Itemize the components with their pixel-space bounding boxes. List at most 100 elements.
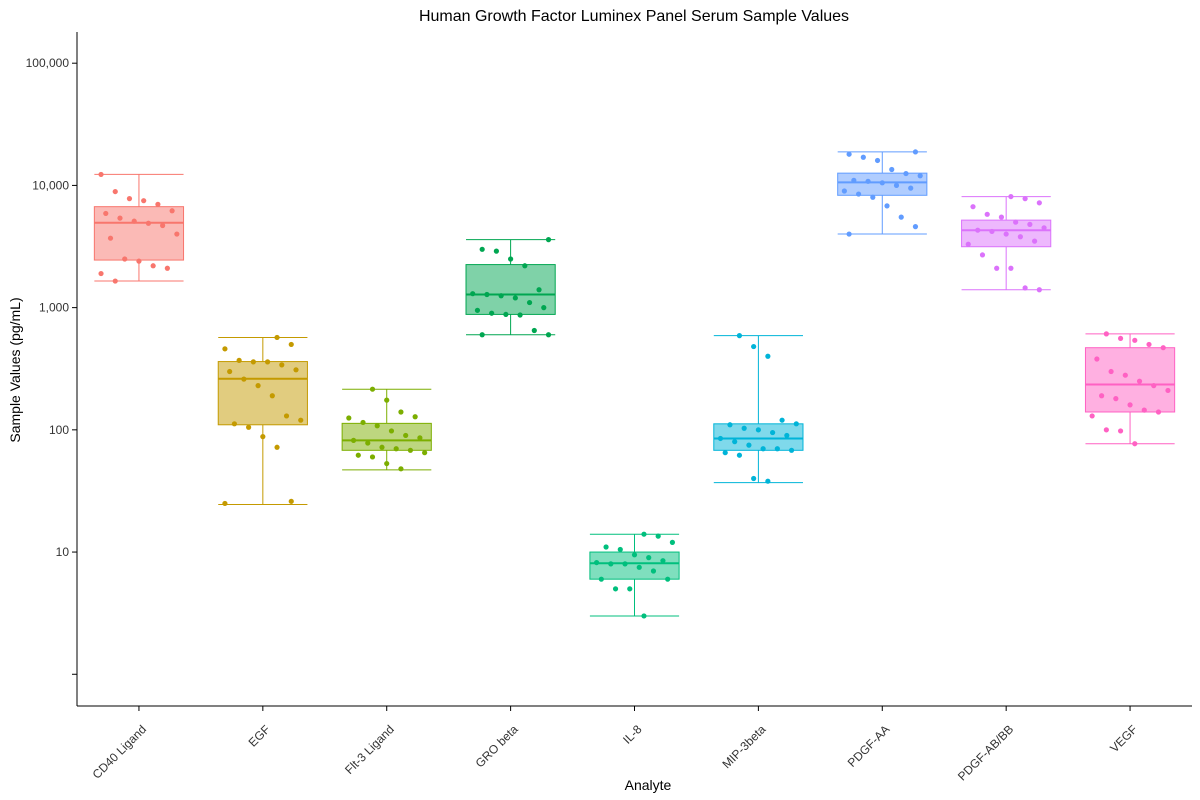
data-point [107, 235, 114, 241]
data-point [536, 287, 542, 293]
iqr-box [93, 206, 185, 261]
data-point [874, 157, 881, 164]
data-point [498, 293, 504, 299]
data-point [384, 460, 390, 467]
data-point [112, 188, 118, 195]
x-axis-label: Analyte [625, 777, 672, 793]
data-point [484, 291, 490, 298]
data-point [274, 334, 280, 341]
data-point [975, 227, 981, 233]
data-point [770, 429, 776, 436]
data-point [222, 346, 228, 352]
data-point [641, 531, 647, 537]
data-point [1008, 193, 1014, 200]
data-point [788, 447, 795, 453]
x-axis: CD40 Ligand EGF Flt-3 Ligand GRO beta IL-8 MI… [77, 705, 1192, 784]
data-point [407, 447, 414, 453]
data-point [1022, 195, 1028, 202]
data-point [760, 446, 766, 452]
data-point [136, 258, 142, 264]
data-point [250, 359, 256, 365]
x-tick-label: PDGF-AA [845, 722, 893, 770]
y-axis-label: Sample Values (pg/mL) [7, 297, 23, 442]
data-point [1165, 387, 1171, 394]
data-point [1136, 378, 1143, 384]
data-point [1003, 231, 1009, 237]
data-point [374, 423, 380, 429]
x-tick-label: GRO beta [473, 722, 521, 770]
data-point [717, 435, 724, 442]
data-point [841, 188, 847, 194]
data-point [174, 231, 180, 237]
data-point [503, 311, 509, 318]
x-tick-label: Flt-3 Ligand [342, 722, 397, 777]
data-point [636, 564, 642, 570]
data-point [646, 555, 652, 561]
data-point [98, 270, 104, 277]
data-point [793, 421, 799, 427]
y-tick-label: 100,000 [26, 56, 70, 70]
data-point [393, 446, 399, 452]
data-point [403, 432, 409, 439]
data-point [865, 178, 871, 184]
data-point [150, 263, 156, 269]
data-point [784, 432, 790, 439]
data-point [531, 327, 537, 334]
data-point [241, 376, 247, 382]
data-point [346, 415, 352, 421]
data-point [846, 231, 852, 237]
data-point [1094, 356, 1100, 362]
data-point [884, 203, 890, 209]
data-point [479, 332, 485, 338]
data-point [860, 154, 866, 160]
x-tick-label: VEGF [1107, 722, 1140, 755]
data-point [288, 341, 294, 348]
data-point [227, 368, 233, 375]
data-point [260, 434, 266, 440]
data-point [903, 170, 909, 177]
box-group [217, 334, 308, 507]
data-point [970, 204, 976, 210]
box-group [93, 171, 185, 284]
data-point [479, 246, 485, 252]
data-point [417, 435, 423, 441]
data-point [545, 237, 552, 243]
box-group [589, 531, 680, 619]
data-point [631, 552, 638, 558]
plot-area [93, 149, 1176, 619]
data-point [1099, 393, 1105, 399]
data-point [660, 558, 666, 564]
data-point [355, 452, 361, 458]
data-point [522, 263, 528, 269]
y-tick-label: 100 [49, 423, 69, 437]
data-point [1146, 341, 1152, 348]
data-point [741, 425, 747, 431]
data-point [412, 414, 418, 420]
data-point [774, 446, 780, 452]
data-point [117, 215, 123, 221]
data-point [665, 576, 671, 582]
data-point [1151, 383, 1157, 389]
x-tick-label: PDGF-AB/BB [955, 722, 1016, 783]
data-point [650, 568, 657, 574]
data-point [1160, 345, 1166, 351]
data-point [1122, 372, 1128, 378]
data-point [160, 222, 166, 229]
data-point [164, 265, 170, 271]
box-group [465, 237, 556, 338]
data-point [246, 424, 252, 430]
data-point [994, 265, 1000, 271]
data-point [598, 576, 604, 582]
data-point [264, 359, 271, 365]
data-point [112, 278, 118, 284]
data-point [722, 450, 728, 456]
data-point [145, 220, 152, 226]
x-tick-label: CD40 Ligand [90, 722, 149, 781]
data-point [627, 586, 633, 592]
data-point [751, 343, 757, 350]
data-point [541, 305, 547, 311]
data-point [231, 421, 238, 427]
data-point [1108, 368, 1114, 375]
data-point [1008, 265, 1014, 271]
data-point [779, 417, 785, 423]
